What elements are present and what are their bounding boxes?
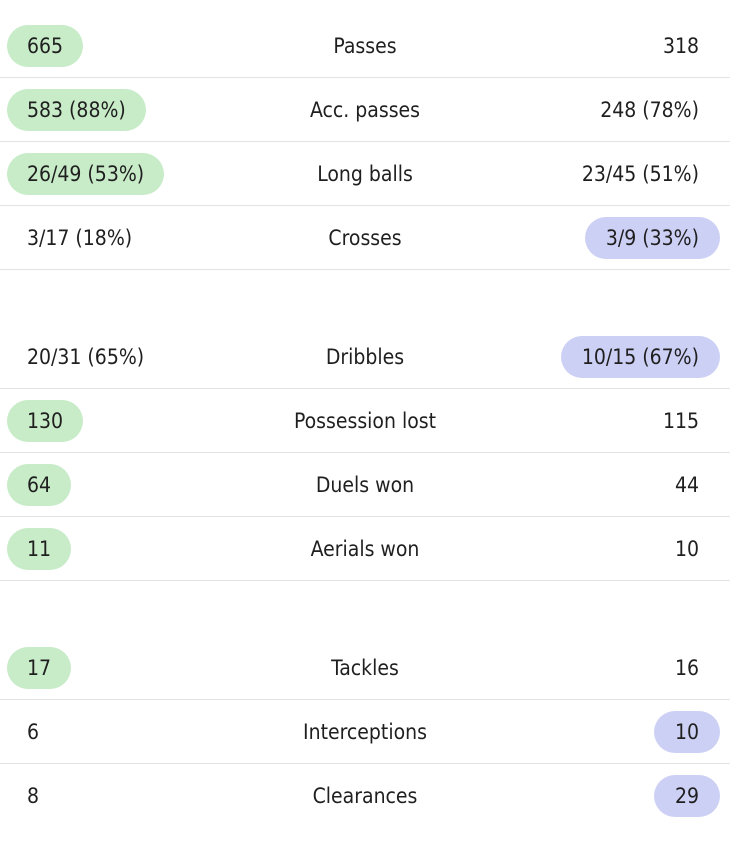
home-value: 6 xyxy=(27,719,40,744)
home-value: 665 xyxy=(7,24,84,67)
away-value: 318 xyxy=(662,33,699,58)
away-value: 10 xyxy=(674,536,699,561)
stat-label: Clearances xyxy=(312,784,418,808)
away-value: 23/45 (51%) xyxy=(581,161,699,186)
stat-label: Crosses xyxy=(328,225,402,250)
stats-group-defending: 17 Tackles 16 6 Interceptions 10 8 Clear… xyxy=(0,636,730,828)
stat-row-crosses: 3/17 (18%) Crosses 3/9 (33%) xyxy=(0,206,730,270)
away-value: 10/15 (67%) xyxy=(560,335,720,378)
home-value: 17 xyxy=(7,646,72,689)
stat-row-passes: 665 Passes 318 xyxy=(0,14,730,78)
stat-row-long-balls: 26/49 (53%) Long balls 23/45 (51%) xyxy=(0,142,730,206)
stat-row-duels-won: 64 Duels won 44 xyxy=(0,453,730,517)
home-value: 11 xyxy=(7,527,72,570)
away-value: 44 xyxy=(674,472,699,497)
stat-row-interceptions: 6 Interceptions 10 xyxy=(0,700,730,764)
stat-label: Acc. passes xyxy=(309,97,421,122)
stat-label: Possession lost xyxy=(293,408,437,433)
away-value: 248 (78%) xyxy=(600,97,699,122)
home-value: 583 (88%) xyxy=(7,88,146,131)
stat-label: Dribbles xyxy=(325,344,405,369)
stat-row-clearances: 8 Clearances 29 xyxy=(0,764,730,828)
stats-group-duels: 20/31 (65%) Dribbles 10/15 (67%) 130 Pos… xyxy=(0,325,730,581)
stat-label: Aerials won xyxy=(310,536,420,561)
away-value: 10 xyxy=(653,710,720,753)
away-value: 16 xyxy=(674,655,699,680)
stat-label: Interceptions xyxy=(303,719,427,744)
home-value: 3/17 (18%) xyxy=(27,225,133,250)
home-value: 26/49 (53%) xyxy=(7,152,165,195)
stat-row-possession-lost: 130 Possession lost 115 xyxy=(0,389,730,453)
stat-row-tackles: 17 Tackles 16 xyxy=(0,636,730,700)
away-value: 29 xyxy=(653,775,720,817)
home-value: 20/31 (65%) xyxy=(27,344,145,369)
stat-label: Passes xyxy=(333,33,397,58)
home-value: 64 xyxy=(7,463,72,506)
away-value: 115 xyxy=(662,408,699,433)
stat-label: Duels won xyxy=(315,472,415,497)
stat-label: Tackles xyxy=(331,655,399,680)
away-value: 3/9 (33%) xyxy=(584,216,720,259)
home-value: 130 xyxy=(7,399,84,442)
stat-row-dribbles: 20/31 (65%) Dribbles 10/15 (67%) xyxy=(0,325,730,389)
stat-row-aerials-won: 11 Aerials won 10 xyxy=(0,517,730,581)
stats-group-passing: 665 Passes 318 583 (88%) Acc. passes 248… xyxy=(0,14,730,270)
stat-row-acc-passes: 583 (88%) Acc. passes 248 (78%) xyxy=(0,78,730,142)
home-value: 8 xyxy=(27,784,40,808)
stat-label: Long balls xyxy=(317,161,413,186)
